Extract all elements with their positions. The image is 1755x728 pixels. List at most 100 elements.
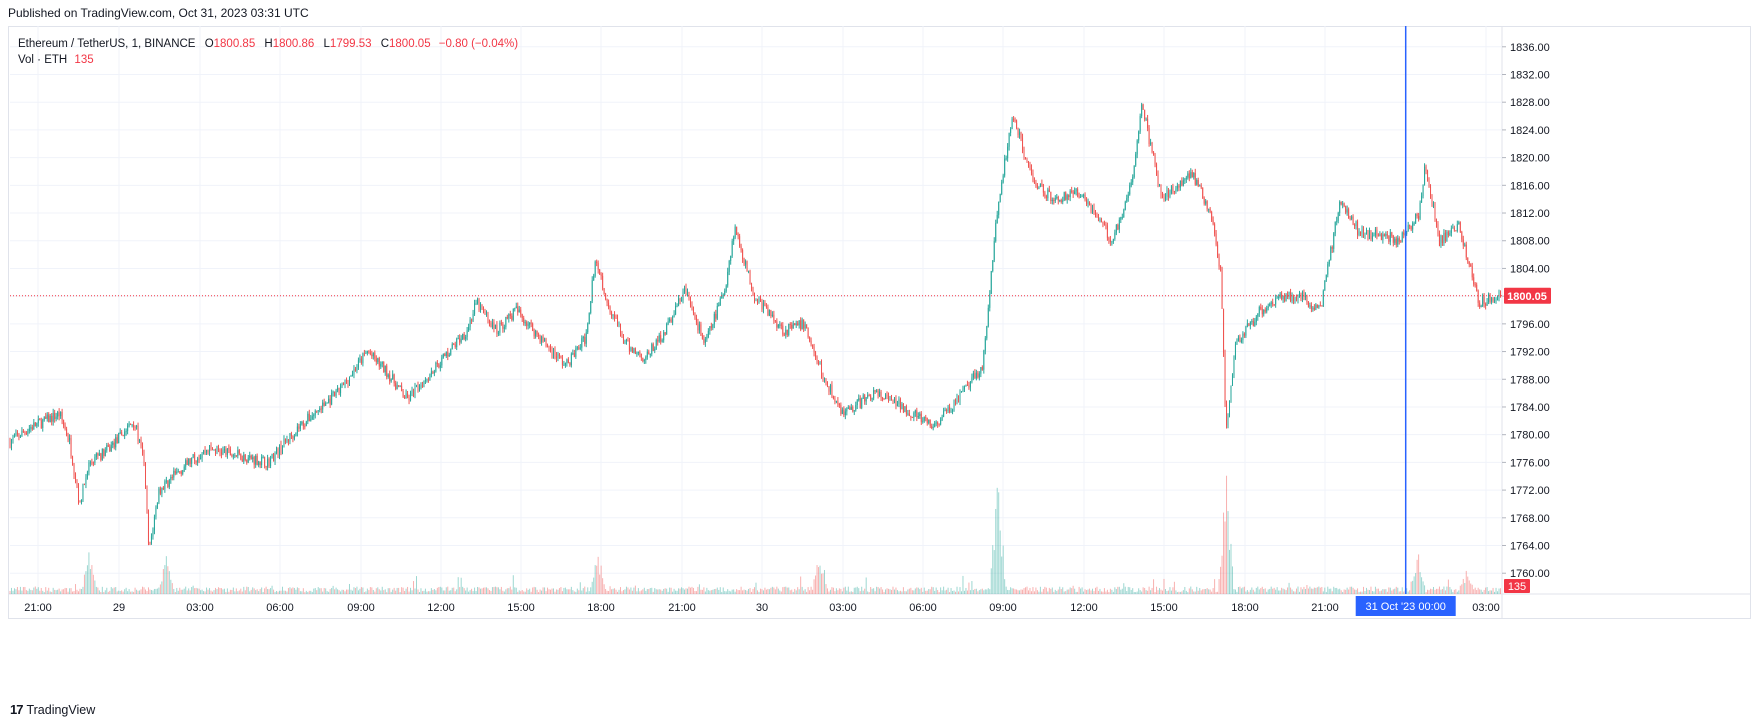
- candle-body: [256, 455, 258, 466]
- candle-body: [1215, 233, 1217, 245]
- volume-bar: [146, 591, 148, 594]
- candle-body: [1133, 165, 1135, 178]
- candle-body: [30, 427, 32, 429]
- candle-body: [1479, 302, 1481, 308]
- candle-body: [360, 358, 362, 364]
- price-chart-svg[interactable]: 1760.001764.001768.001772.001776.001780.…: [8, 26, 1751, 694]
- volume-bar: [191, 587, 193, 594]
- volume-bar: [1278, 590, 1280, 594]
- candle-body: [648, 351, 650, 355]
- candle-body: [60, 412, 62, 417]
- legend-volume-label[interactable]: Vol · ETH: [18, 54, 68, 66]
- volume-bar: [1176, 592, 1178, 594]
- volume-bar: [570, 586, 572, 594]
- candle-body: [369, 352, 371, 355]
- y-tick-label: 1816.00: [1510, 180, 1550, 192]
- volume-bar: [1050, 588, 1052, 594]
- volume-bar: [947, 587, 949, 594]
- candle-body: [1473, 277, 1475, 285]
- candle-body: [335, 390, 337, 396]
- volume-bar: [1400, 591, 1402, 594]
- candle-body: [509, 313, 511, 316]
- candle-body: [746, 261, 748, 272]
- candle-body: [281, 447, 283, 453]
- volume-bar: [240, 588, 242, 594]
- candle-body: [98, 453, 100, 456]
- candle-body: [978, 373, 980, 378]
- candle-body: [1142, 104, 1144, 110]
- volume-bar: [1343, 589, 1345, 594]
- candle-body: [532, 323, 534, 332]
- candle-body: [1358, 231, 1360, 235]
- candle-body: [1026, 157, 1028, 162]
- candle-body: [334, 391, 336, 396]
- candle-body: [892, 400, 894, 402]
- volume-bar: [432, 589, 434, 594]
- candle-body: [314, 410, 316, 415]
- volume-bar: [1182, 590, 1184, 594]
- candle-body: [316, 410, 318, 412]
- volume-bar: [806, 591, 808, 594]
- volume-bar: [864, 588, 866, 594]
- x-tick-label: 06:00: [909, 602, 937, 614]
- volume-bar: [1060, 589, 1062, 594]
- volume-bar: [560, 587, 562, 594]
- volume-bar: [1252, 589, 1254, 594]
- candle-body: [1010, 129, 1012, 133]
- volume-bar: [1167, 590, 1169, 594]
- candle-body: [237, 450, 239, 457]
- volume-bar: [1444, 590, 1446, 594]
- legend-symbol[interactable]: Ethereum / TetherUS, 1, BINANCE: [18, 38, 196, 50]
- volume-bar: [359, 588, 361, 594]
- volume-bar: [1223, 512, 1225, 594]
- candle-body: [1273, 304, 1275, 306]
- candle-body: [125, 430, 127, 432]
- volume-bar: [469, 590, 471, 594]
- candle-body: [637, 352, 639, 354]
- tradingview-logo[interactable]: 17 TradingView: [10, 702, 95, 717]
- candle-body: [609, 306, 611, 313]
- volume-bar: [1163, 578, 1165, 594]
- volume-bar: [1083, 591, 1085, 594]
- legend-close-label: C: [380, 38, 390, 50]
- candle-body: [840, 404, 842, 414]
- candle-body: [1167, 190, 1169, 197]
- chart-area[interactable]: 1760.00 1764.00 1768.00 1772.00 1776.00 1780.…: [8, 26, 1751, 694]
- volume-bar: [853, 587, 855, 594]
- volume-bar: [780, 591, 782, 594]
- candle-body: [75, 475, 77, 483]
- candle-body: [886, 394, 888, 397]
- candle-body: [813, 346, 815, 353]
- candle-body: [622, 336, 624, 344]
- volume-bar: [622, 590, 624, 594]
- volume-bar: [816, 565, 818, 594]
- volume-bar: [999, 530, 1001, 594]
- candle-body: [95, 453, 97, 458]
- candle-body: [885, 394, 887, 399]
- volume-bar: [216, 589, 218, 594]
- volume-bar: [472, 591, 474, 594]
- volume-bar: [86, 565, 88, 594]
- candle-body: [255, 455, 257, 465]
- candle-body: [54, 412, 56, 420]
- candle-body: [305, 421, 307, 427]
- volume-bar: [1306, 585, 1308, 594]
- candle-body: [1105, 224, 1107, 226]
- volume-bar: [530, 591, 532, 594]
- volume-bar: [1431, 589, 1433, 594]
- candle-body: [1057, 197, 1059, 201]
- candle-body: [307, 413, 309, 422]
- volume-bar: [1272, 588, 1274, 594]
- candle-body: [1111, 241, 1113, 243]
- candle-body: [386, 365, 388, 377]
- candle-body: [996, 214, 998, 224]
- candle-body: [1157, 174, 1159, 186]
- volume-bar: [682, 588, 684, 594]
- volume-bar: [1254, 591, 1256, 594]
- candle-body: [1418, 216, 1420, 219]
- volume-bar: [16, 587, 18, 594]
- volume-bar: [506, 588, 508, 594]
- candle-body: [823, 378, 825, 380]
- candle-body: [195, 460, 197, 463]
- volume-bar: [186, 590, 188, 594]
